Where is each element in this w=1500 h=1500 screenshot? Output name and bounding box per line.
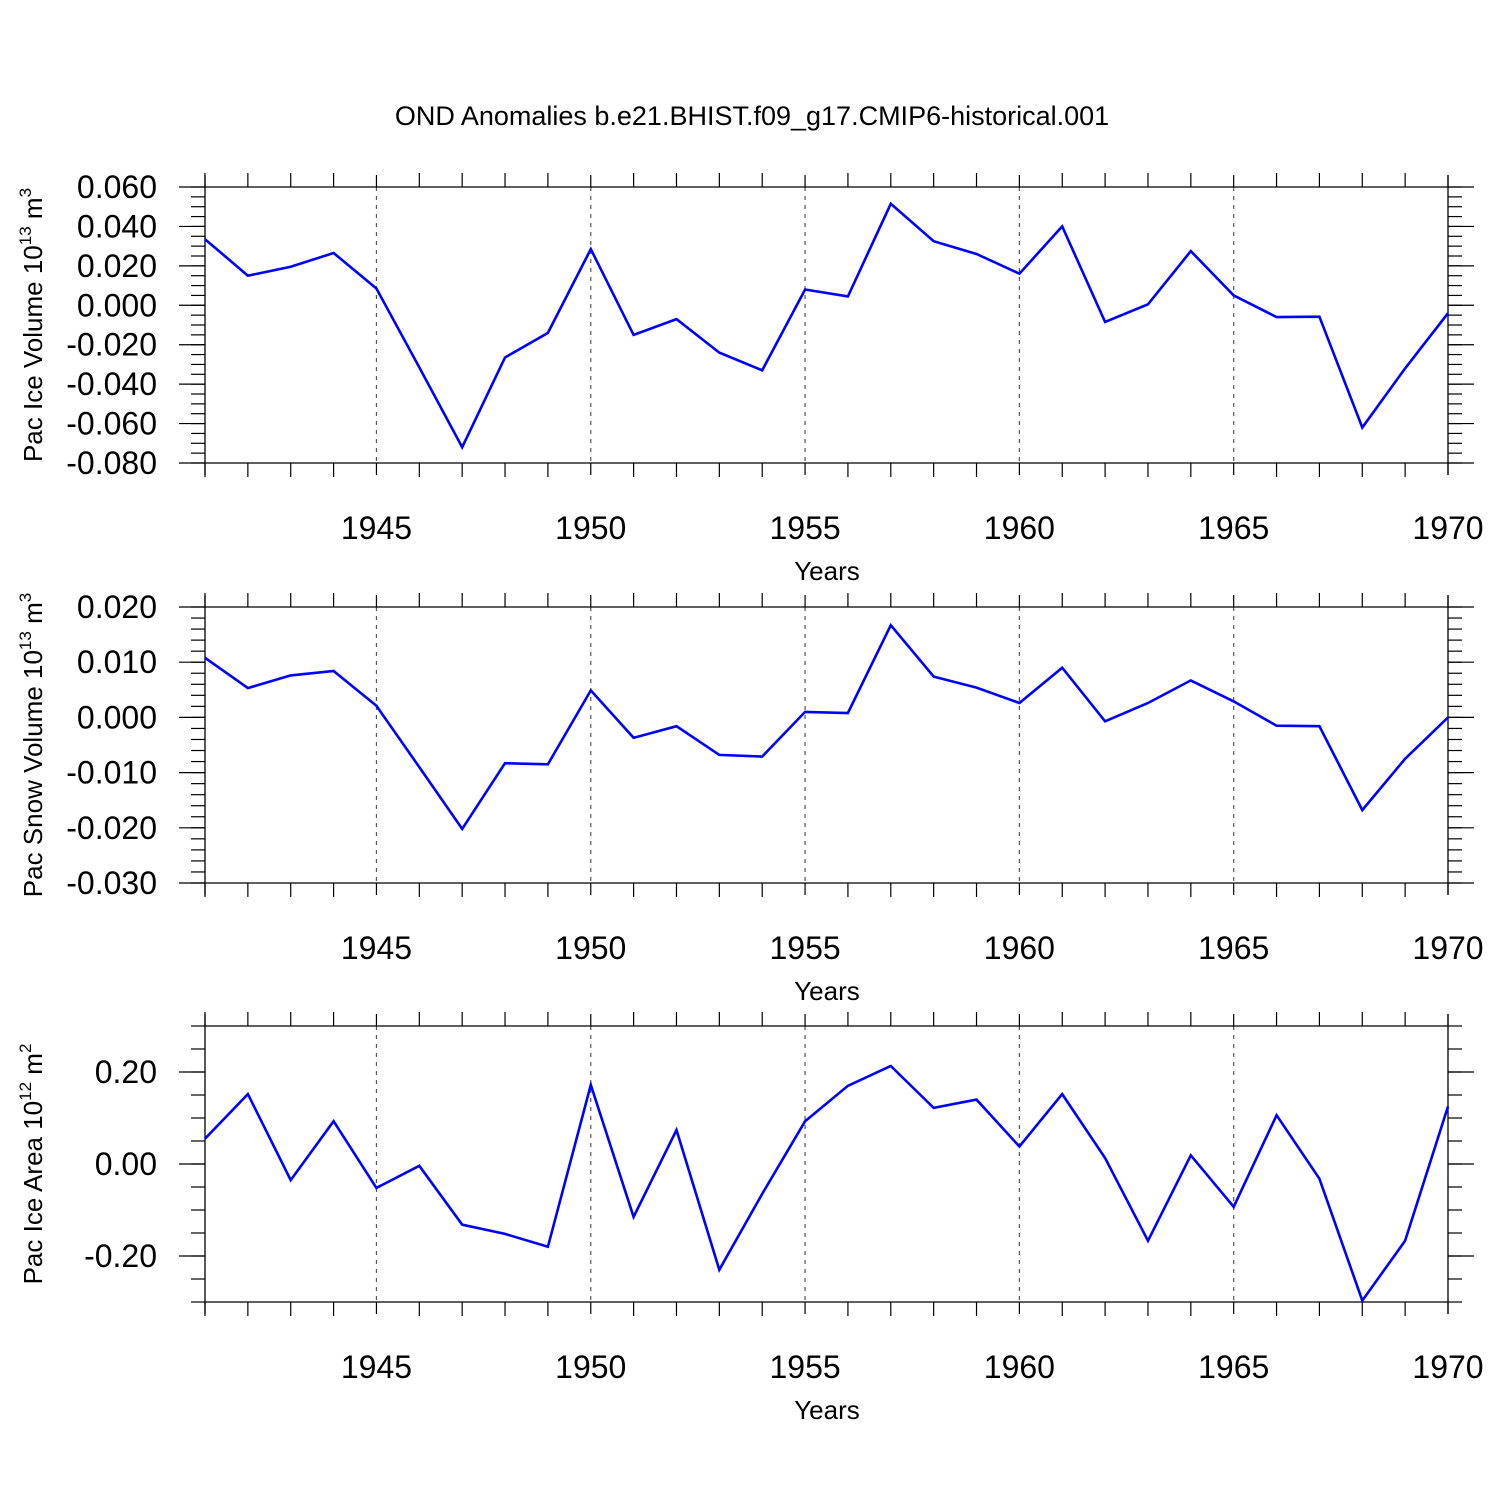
y-axis-title-text: m (18, 602, 48, 631)
y-axis-title: Pac Ice Volume 1013 m3 (16, 188, 48, 462)
y-axis-title-superscript: 12 (16, 1082, 35, 1101)
y-axis-title-superscript: 3 (16, 593, 35, 602)
x-tick-label: 1950 (555, 930, 626, 966)
y-tick-label: -0.080 (66, 445, 157, 481)
x-tick-label: 1965 (1198, 510, 1269, 546)
x-tick-label: 1960 (984, 1349, 1055, 1385)
y-tick-label: -0.040 (66, 366, 157, 402)
y-tick-label: -0.060 (66, 406, 157, 442)
y-tick-label: 0.020 (77, 248, 157, 284)
y-tick-label: 0.000 (77, 287, 157, 323)
x-axis-title: Years (794, 556, 860, 586)
y-axis-title-superscript: 3 (16, 188, 35, 197)
x-tick-label: 1950 (555, 1349, 626, 1385)
y-tick-label: 0.020 (77, 589, 157, 625)
x-tick-label: 1955 (769, 1349, 840, 1385)
x-tick-label: 1970 (1412, 1349, 1483, 1385)
pac-snow-volume-panel: 1945 1950 1955 1960 1965 1970 Years 0.020 0.010 0… (16, 589, 1484, 1006)
y-axis-title-superscript: 13 (16, 631, 35, 650)
y-axis-title-superscript: 2 (16, 1044, 35, 1053)
y-tick-label: 0.000 (77, 699, 157, 735)
x-tick-label: 1960 (984, 510, 1055, 546)
pac-ice-volume-line (204, 201, 1450, 451)
y-axis-title-text: m (18, 1053, 48, 1082)
x-tick-label: 1945 (341, 510, 412, 546)
y-axis-title-text: Pac Snow Volume 10 (18, 650, 48, 897)
pac-snow-volume-line (204, 622, 1449, 832)
y-tick-label: -0.030 (66, 865, 157, 901)
pac-ice-area-line (204, 1064, 1450, 1304)
y-tick-label: -0.20 (84, 1238, 157, 1274)
x-tick-label: 1945 (341, 1349, 412, 1385)
x-tick-label: 1945 (341, 930, 412, 966)
y-tick-label: -0.020 (66, 810, 157, 846)
y-axis-title-text: Pac Ice Area 10 (18, 1101, 48, 1285)
y-axis-title: Pac Ice Area 1012 m2 (16, 1044, 48, 1285)
y-tick-label: 0.060 (77, 169, 157, 205)
x-tick-label: 1970 (1412, 930, 1483, 966)
y-tick-label: 0.040 (77, 208, 157, 244)
figure-title: OND Anomalies b.e21.BHIST.f09_g17.CMIP6-… (395, 101, 1109, 131)
y-axis-title-text: Pac Ice Volume 10 (18, 245, 48, 462)
x-tick-label: 1955 (769, 930, 840, 966)
y-axis-title-superscript: 13 (16, 226, 35, 245)
y-tick-label: 0.20 (95, 1054, 157, 1090)
x-tick-label: 1970 (1412, 510, 1483, 546)
y-tick-label: -0.020 (66, 327, 157, 363)
x-axis-title: Years (794, 976, 860, 1006)
x-tick-label: 1950 (555, 510, 626, 546)
x-axis-title: Years (794, 1395, 860, 1425)
y-tick-label: 0.010 (77, 644, 157, 680)
x-tick-label: 1960 (984, 930, 1055, 966)
x-tick-label: 1965 (1198, 930, 1269, 966)
pac-ice-area-panel: 1945 1950 1955 1960 1965 1970 Years 0.20 0.00 -0.… (16, 1012, 1484, 1425)
x-tick-label: 1965 (1198, 1349, 1269, 1385)
y-axis-title-text: m (18, 197, 48, 226)
y-tick-label: 0.00 (95, 1146, 157, 1182)
y-axis-title: Pac Snow Volume 1013 m3 (16, 593, 48, 897)
x-tick-label: 1955 (769, 510, 840, 546)
y-tick-label: -0.010 (66, 755, 157, 791)
